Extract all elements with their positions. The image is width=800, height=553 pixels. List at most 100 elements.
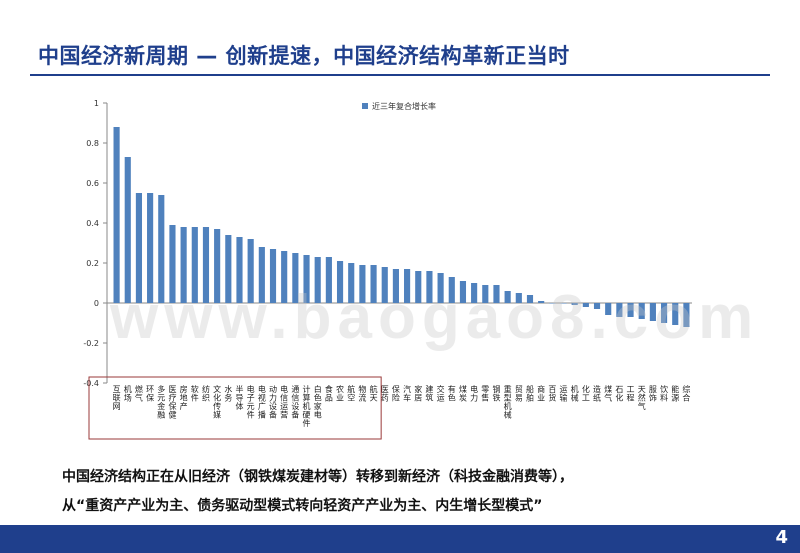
x-tick-label: 多元金融	[157, 384, 165, 420]
x-tick-label: 石化	[615, 385, 623, 403]
x-tick-label: 饮料	[660, 384, 668, 403]
bar	[303, 255, 310, 303]
x-tick-label: 能源	[671, 384, 679, 403]
x-tick-label: 钢铁	[492, 384, 500, 403]
bar	[236, 237, 243, 303]
x-tick-label: 交运	[437, 384, 445, 403]
footer-bar	[0, 525, 800, 553]
bar	[683, 303, 690, 327]
x-tick-label: 文化传媒	[213, 384, 221, 420]
bar	[627, 303, 634, 317]
legend-label: 近三年复合增长率	[372, 101, 436, 111]
x-tick-label: 水务	[224, 384, 232, 403]
y-tick-label: 0	[94, 299, 99, 308]
x-tick-label: 电子元件	[247, 384, 255, 420]
x-tick-label: 动力设备	[269, 384, 277, 420]
bar	[426, 271, 433, 303]
x-tick-label: 汽车	[403, 384, 411, 403]
bar	[281, 251, 288, 303]
bar	[292, 253, 299, 303]
x-tick-label: 机械	[571, 384, 579, 403]
x-tick-label: 航空	[347, 384, 355, 403]
x-tick-label: 白色家电	[314, 384, 322, 420]
bar	[269, 249, 277, 303]
bar	[202, 227, 210, 303]
y-tick-label: -0.2	[83, 339, 99, 348]
bar	[214, 229, 221, 303]
bar	[415, 271, 422, 303]
bar	[560, 303, 567, 304]
x-tick-label: 保险	[392, 384, 400, 403]
caption-line-2: 从“重资产产业为主、债务驱动型模式转向轻资产产业为主、内生增长型模式”	[62, 498, 543, 514]
bar	[605, 303, 612, 315]
x-tick-label: 房地产	[180, 384, 188, 411]
bar	[180, 227, 187, 303]
x-tick-label: 商业	[537, 384, 545, 403]
x-tick-label: 有色	[448, 384, 456, 403]
highlight-box	[88, 376, 382, 440]
bar	[370, 265, 377, 303]
bar	[593, 303, 601, 309]
x-tick-label: 运输	[560, 385, 568, 403]
slide-title: 中国经济新周期 — 创新提速，中国经济结构革新正当时	[38, 44, 570, 68]
bar	[437, 273, 444, 303]
bar	[191, 227, 198, 303]
y-tick-label: -0.4	[83, 379, 99, 388]
x-tick-label: 半导体	[235, 384, 243, 411]
y-tick-label: 0.2	[86, 259, 99, 268]
bar	[348, 263, 355, 303]
x-tick-label: 船舶	[526, 384, 534, 403]
x-tick-label: 电力	[470, 384, 478, 403]
watermark-text: www.baogao8.com	[110, 283, 760, 352]
bar	[381, 267, 388, 303]
bar	[325, 257, 332, 303]
bar	[616, 303, 623, 317]
bar	[359, 265, 366, 303]
bar	[124, 157, 131, 303]
bar	[336, 261, 344, 303]
bar	[538, 301, 545, 303]
x-tick-label: 机场	[124, 384, 132, 403]
bar	[638, 303, 645, 319]
bar	[392, 269, 399, 303]
bar	[135, 193, 143, 303]
bar	[459, 281, 467, 303]
bar	[482, 285, 489, 303]
y-tick-label: 1	[94, 99, 99, 108]
bar	[660, 303, 668, 323]
bar	[582, 303, 589, 307]
x-tick-label: 食品	[325, 384, 333, 403]
x-tick-label: 环保	[146, 385, 154, 403]
x-tick-label: 农业	[336, 384, 344, 403]
x-tick-label: 服饰	[649, 385, 657, 403]
x-tick-label: 物流	[358, 384, 366, 403]
y-tick-label: 0.8	[86, 139, 99, 148]
bar	[526, 295, 534, 303]
page-number: 4	[775, 527, 788, 548]
x-tick-label: 造纸	[593, 384, 601, 403]
x-tick-label: 互联网	[113, 385, 121, 411]
y-tick-label: 0.6	[86, 179, 99, 188]
x-tick-label: 零售	[481, 385, 489, 403]
y-tick-label: 0.4	[86, 219, 99, 228]
bar	[649, 303, 656, 321]
x-tick-label: 计算机硬件	[303, 384, 311, 428]
x-tick-label: 天然气	[638, 385, 646, 411]
bar	[571, 303, 578, 305]
x-tick-label: 通信设备	[291, 384, 299, 420]
bar	[493, 285, 500, 303]
bar	[258, 247, 265, 303]
x-tick-label: 电信运营	[280, 384, 288, 420]
bar	[113, 127, 120, 303]
bar	[515, 293, 522, 303]
x-tick-label: 煤气	[604, 384, 612, 403]
bar	[672, 303, 679, 325]
x-tick-label: 航天	[370, 384, 378, 403]
bar	[158, 195, 165, 303]
bar	[471, 283, 478, 303]
title-divider	[30, 74, 770, 76]
x-tick-label: 建筑	[425, 384, 433, 403]
x-tick-label: 纺织	[202, 384, 210, 403]
x-tick-label: 重型机械	[504, 384, 512, 420]
bar	[404, 269, 411, 303]
